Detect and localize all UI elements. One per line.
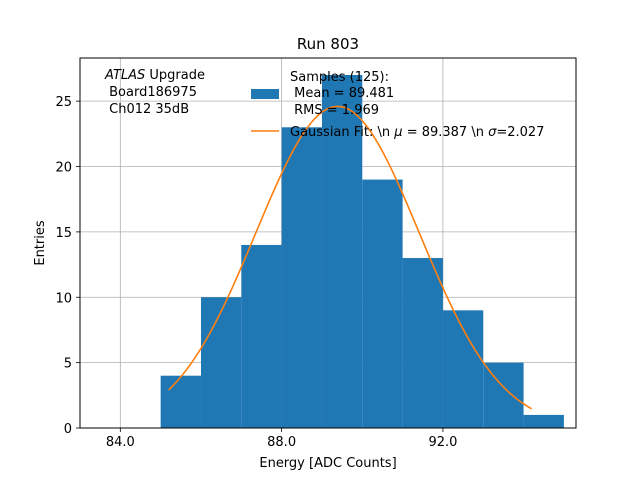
y-tick-label: 10 bbox=[55, 291, 72, 306]
histogram-bar bbox=[200, 297, 242, 428]
histogram-bar bbox=[402, 258, 443, 428]
histogram-bar bbox=[281, 127, 322, 429]
histogram-bars bbox=[160, 74, 564, 429]
histogram-bar bbox=[483, 362, 524, 428]
y-tick-label: 0 bbox=[64, 422, 72, 437]
legend-fit-mu: μ bbox=[393, 125, 402, 140]
x-tick-label: 84.0 bbox=[106, 435, 135, 450]
gaussian-fit-layer bbox=[168, 105, 533, 410]
y-tick-label: 25 bbox=[55, 95, 72, 110]
gaussian-fit-line bbox=[168, 105, 533, 410]
annotation-board: Board186975 bbox=[105, 85, 197, 100]
x-tick-label: 88.0 bbox=[267, 435, 296, 450]
legend-fit-sigma: σ bbox=[488, 125, 497, 140]
x-tick-label: 92.0 bbox=[428, 435, 457, 450]
plot-frame bbox=[79, 57, 577, 429]
histogram-bar bbox=[523, 414, 564, 428]
legend-fit-mid: = 89.387 \n bbox=[403, 125, 489, 140]
histogram-bar bbox=[362, 179, 403, 428]
y-axis-label: Entries bbox=[33, 220, 48, 266]
annotation-upgrade: Upgrade bbox=[145, 68, 205, 83]
y-tick-label: 15 bbox=[55, 226, 72, 241]
y-tick-label: 5 bbox=[64, 357, 72, 372]
annotation-line-1: ATLAS Upgrade bbox=[104, 68, 205, 83]
legend-fit-suffix: =2.027 bbox=[496, 125, 544, 140]
y-tick-label: 20 bbox=[55, 161, 72, 176]
legend: Samples (125): Mean = 89.481 RMS = 1.969… bbox=[251, 70, 544, 140]
chart-title: Run 803 bbox=[297, 35, 359, 53]
atlas-annotation: ATLAS Upgrade Board186975 Ch012 35dB bbox=[104, 68, 205, 117]
legend-hist-line-1: Samples (125): bbox=[290, 70, 389, 85]
annotation-channel: Ch012 35dB bbox=[105, 102, 189, 117]
legend-fit-prefix: Gaussian Fit: \n bbox=[290, 125, 394, 140]
histogram-bar bbox=[321, 74, 363, 429]
legend-hist-line-3: RMS = 1.969 bbox=[290, 103, 379, 118]
x-axis-label: Energy [ADC Counts] bbox=[259, 456, 396, 471]
legend-hist-line-2: Mean = 89.481 bbox=[290, 86, 394, 101]
legend-fit-label: Gaussian Fit: \n μ = 89.387 \n σ=2.027 bbox=[290, 125, 544, 140]
histogram-bar bbox=[160, 375, 201, 428]
annotation-atlas: ATLAS bbox=[104, 68, 145, 83]
histogram-bar bbox=[241, 244, 282, 428]
axis-ticks: 84.0 88.0 92.0 0 5 10 15 20 25 bbox=[55, 95, 457, 450]
legend-hist-swatch bbox=[251, 89, 279, 99]
